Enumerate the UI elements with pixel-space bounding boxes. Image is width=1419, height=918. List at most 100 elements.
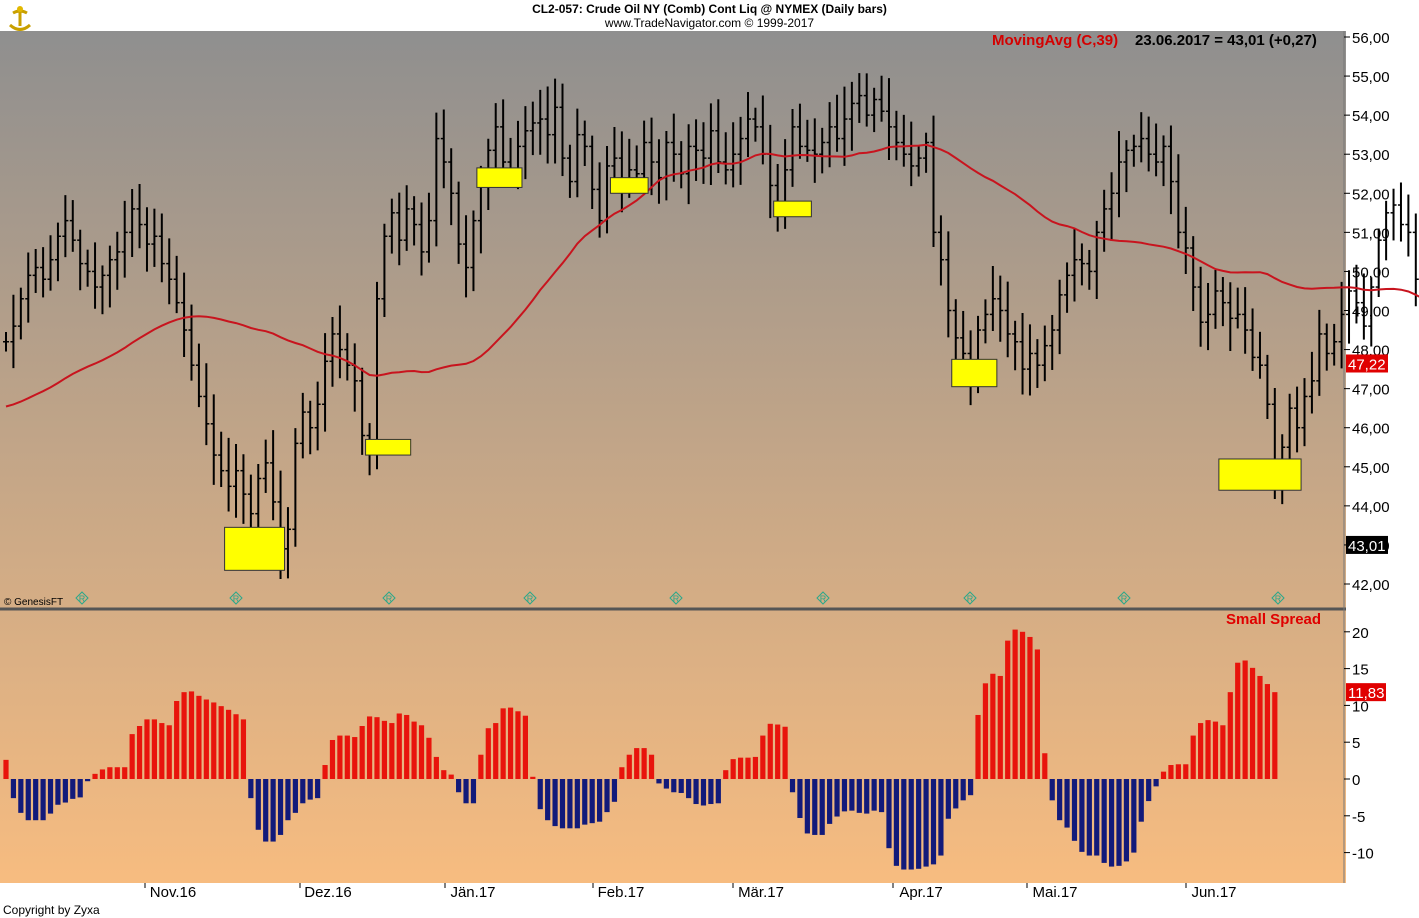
spread-bar bbox=[804, 779, 810, 834]
spread-bar bbox=[552, 779, 558, 827]
svg-text:R: R bbox=[1121, 594, 1128, 604]
spread-bar bbox=[723, 770, 729, 779]
tradenavigator-logo-icon[interactable] bbox=[4, 4, 36, 34]
price-bar bbox=[307, 400, 314, 455]
spread-bar bbox=[1153, 779, 1159, 787]
spread-bar bbox=[70, 779, 76, 799]
spread-bar bbox=[886, 779, 892, 849]
spread-bar bbox=[864, 779, 870, 814]
spread-bar bbox=[1235, 662, 1241, 779]
y-tick-label: 51,00 bbox=[1352, 225, 1390, 242]
spread-bar bbox=[686, 779, 692, 799]
spread-bar bbox=[1160, 771, 1167, 779]
price-bar bbox=[841, 86, 848, 166]
spread-bar bbox=[775, 724, 781, 779]
spread-bar bbox=[730, 759, 736, 779]
spread-bar bbox=[322, 765, 328, 779]
price-bar bbox=[1375, 228, 1382, 298]
highlight-box bbox=[476, 167, 523, 188]
x-tick-label: Apr.17 bbox=[899, 884, 942, 901]
price-bar bbox=[1197, 266, 1204, 347]
spread-bar bbox=[92, 773, 98, 779]
price-bar bbox=[32, 248, 39, 293]
price-bar bbox=[1383, 200, 1390, 261]
rollover-marker-icon: R bbox=[229, 591, 243, 605]
spread-bar bbox=[500, 708, 506, 779]
price-bar bbox=[492, 103, 499, 177]
price-bar bbox=[299, 392, 306, 459]
price-bar bbox=[1167, 125, 1174, 215]
price-bar bbox=[181, 272, 188, 358]
spread-bar bbox=[411, 721, 417, 779]
spread-bar bbox=[1123, 779, 1130, 862]
spread-bar bbox=[426, 737, 432, 779]
price-bar bbox=[425, 192, 432, 263]
price-bar bbox=[529, 101, 536, 156]
price-bar bbox=[893, 110, 900, 161]
price-bar bbox=[1116, 131, 1122, 218]
price-bar bbox=[544, 86, 551, 164]
spread-bar bbox=[663, 779, 669, 789]
spread-bar bbox=[737, 757, 744, 779]
spread-bar bbox=[240, 719, 247, 779]
price-bar bbox=[871, 87, 878, 133]
spread-bar bbox=[930, 779, 937, 865]
spread-bar bbox=[1146, 779, 1152, 802]
price-bar bbox=[329, 317, 336, 387]
price-bar bbox=[1405, 194, 1412, 257]
spread-bar bbox=[181, 692, 187, 779]
svg-text:R: R bbox=[820, 594, 827, 604]
price-bar bbox=[581, 120, 588, 167]
spread-y-tick-label: -10 bbox=[1352, 846, 1374, 863]
spread-bar bbox=[1071, 779, 1078, 841]
spread-bar bbox=[678, 779, 684, 793]
spread-bar bbox=[938, 779, 944, 856]
spread-bar bbox=[1101, 779, 1107, 863]
spread-bar bbox=[604, 779, 610, 813]
spread-bar bbox=[344, 735, 350, 779]
highlight-box bbox=[224, 526, 286, 571]
highlight-box bbox=[773, 200, 812, 218]
price-bar bbox=[1353, 264, 1360, 324]
price-bar bbox=[69, 200, 76, 252]
spread-bar bbox=[634, 748, 640, 779]
spread-bar bbox=[574, 779, 580, 829]
spread-bar bbox=[700, 779, 707, 806]
price-bar bbox=[388, 198, 395, 254]
price-bar bbox=[1138, 112, 1145, 163]
price-bar bbox=[1026, 324, 1033, 396]
watermark: © GenesisFT bbox=[4, 597, 63, 608]
spread-bar bbox=[18, 779, 24, 813]
price-bar bbox=[1227, 282, 1234, 351]
spread-bar bbox=[1272, 692, 1278, 779]
price-bar bbox=[314, 381, 321, 451]
spread-bar bbox=[648, 754, 655, 779]
spread-bar bbox=[433, 756, 439, 779]
spread-bar bbox=[1012, 629, 1018, 779]
price-bar bbox=[1301, 378, 1308, 447]
price-bar bbox=[1264, 354, 1271, 420]
price-bar bbox=[1390, 188, 1397, 241]
price-bar bbox=[284, 507, 291, 579]
price-bar bbox=[937, 215, 944, 286]
spread-bar bbox=[975, 714, 981, 779]
price-bar bbox=[685, 124, 692, 205]
price-bar bbox=[611, 127, 618, 186]
price-bar bbox=[210, 394, 217, 485]
x-tick-label: Mär.17 bbox=[738, 884, 784, 901]
chart-subtitle: www.TradeNavigator.com © 1999-2017 bbox=[604, 16, 815, 30]
svg-text:R: R bbox=[79, 594, 86, 604]
spread-bar bbox=[270, 779, 276, 842]
spread-bar bbox=[62, 779, 68, 803]
price-bar bbox=[1175, 154, 1182, 249]
spread-bar bbox=[448, 774, 454, 779]
spread-bar bbox=[1242, 660, 1248, 779]
price-bar bbox=[136, 184, 143, 249]
price-bar bbox=[574, 108, 581, 198]
spread-bar bbox=[841, 779, 848, 812]
price-bar bbox=[722, 132, 729, 185]
y-tick-label: 46,00 bbox=[1352, 421, 1390, 438]
spread-bar bbox=[1057, 779, 1063, 821]
